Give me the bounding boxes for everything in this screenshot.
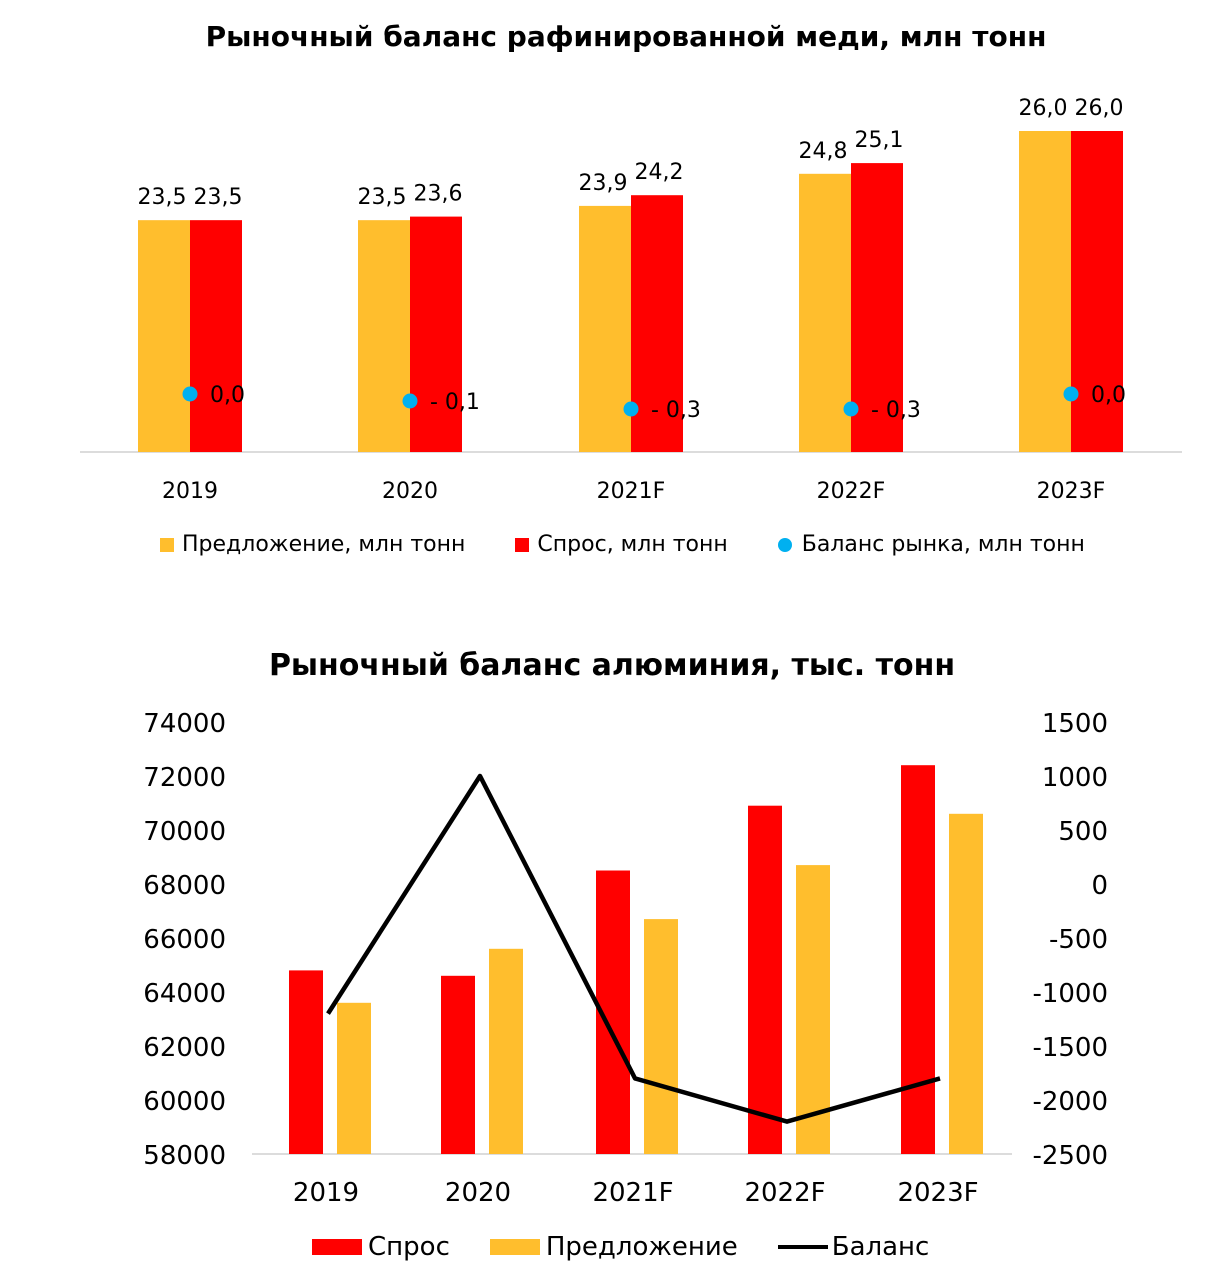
copper-demand-label: 24,2 [635,160,684,185]
aluminium-right-tick-label: 1500 [1042,709,1108,739]
aluminium-right-tick-label: -2000 [1032,1087,1108,1117]
copper-balance-label: 0,0 [210,383,245,408]
copper-supply-bar [138,220,190,452]
copper-supply-label: 23,5 [358,185,407,210]
aluminium-chart-title: Рыночный баланс алюминия, тыс. тонн [268,648,956,683]
aluminium-legend: Спрос Предложение Баланс [312,1232,929,1262]
aluminium-category-label: 2019 [293,1178,359,1208]
legend2-swatch-demand [312,1239,362,1255]
aluminium-category-label: 2020 [445,1178,511,1208]
copper-demand-bar [1071,131,1123,452]
aluminium-right-tick-label: 1000 [1042,763,1108,793]
copper-demand-label: 23,6 [414,182,463,207]
aluminium-supply-bar [489,948,523,1154]
aluminium-supply-bar [796,865,830,1154]
copper-balance-label: - 0,1 [430,390,480,415]
aluminium-right-tick-label: 500 [1058,817,1108,847]
legend-label-balance: Баланс рынка, млн тонн [801,532,1085,557]
aluminium-left-tick-label: 70000 [143,817,226,847]
aluminium-right-tick-label: -500 [1049,925,1108,955]
legend2-label-demand: Спрос [368,1232,450,1262]
legend2-swatch-balance [777,1245,828,1249]
copper-category-label: 2019 [162,479,218,504]
copper-balance-label: 0,0 [1091,383,1126,408]
legend-item-balance: Баланс рынка, млн тонн [777,532,1085,557]
copper-balance-dot [402,393,418,409]
copper-supply-label: 24,8 [799,139,848,164]
copper-balance-dot [182,386,198,402]
legend-item-demand: Спрос, млн тонн [515,532,728,557]
aluminium-demand-bar [289,970,323,1154]
legend-item-supply: Предложение, млн тонн [160,532,465,557]
legend-swatch-balance [777,537,792,552]
copper-supply-label: 26,0 [1019,96,1068,121]
aluminium-category-label: 2023F [897,1178,978,1208]
copper-supply-bar [799,173,851,453]
copper-category-label: 2020 [382,479,438,504]
copper-balance-dot [1063,386,1079,402]
copper-demand-bar [410,216,462,452]
aluminium-left-tick-label: 64000 [143,979,226,1009]
legend-label-supply: Предложение, млн тонн [182,532,466,557]
aluminium-left-tick-label: 58000 [143,1141,226,1171]
legend2-item-balance: Баланс [777,1232,930,1262]
copper-supply-label: 23,9 [579,171,628,196]
aluminium-left-tick-label: 60000 [143,1087,226,1117]
aluminium-left-tick-label: 74000 [143,709,226,739]
legend2-item-supply: Предложение [489,1232,738,1262]
aluminium-supply-bar [949,813,983,1154]
copper-category-label: 2021F [597,479,666,504]
aluminium-right-tick-label: -2500 [1032,1141,1108,1171]
copper-demand-bar [851,163,903,452]
aluminium-demand-bar [748,805,782,1154]
aluminium-left-tick-label: 62000 [143,1033,226,1063]
copper-category-label: 2023F [1037,479,1106,504]
copper-supply-bar [1019,131,1071,452]
legend-swatch-demand [515,537,530,552]
legend2-swatch-supply [489,1239,540,1255]
aluminium-right-tick-label: -1000 [1032,979,1108,1009]
aluminium-supply-bar [337,1002,371,1154]
legend-label-demand: Спрос, млн тонн [537,532,728,557]
copper-supply-label: 23,5 [138,185,187,210]
legend2-item-demand: Спрос [312,1232,450,1262]
copper-legend: Предложение, млн тонн Спрос, млн тонн Ба… [160,532,1135,557]
aluminium-balance-line [326,773,941,1124]
aluminium-category-label: 2022F [744,1178,825,1208]
copper-demand-label: 25,1 [855,128,904,153]
legend-swatch-supply [160,537,174,552]
copper-supply-bar [358,220,410,452]
copper-demand-bar [631,195,683,452]
aluminium-right-tick-label: -1500 [1032,1033,1108,1063]
aluminium-supply-bar [644,919,678,1154]
copper-category-label: 2022F [817,479,886,504]
aluminium-demand-bar [441,975,475,1154]
copper-balance-dot [843,401,859,417]
aluminium-demand-bar [901,765,935,1154]
aluminium-left-tick-label: 68000 [143,871,226,901]
copper-balance-label: - 0,3 [651,398,701,423]
copper-chart-title: Рыночный баланс рафинированной меди, млн… [205,20,1047,53]
copper-balance-label: - 0,3 [871,398,921,423]
copper-demand-label: 23,5 [194,185,243,210]
legend2-label-supply: Предложение [545,1232,738,1262]
aluminium-right-tick-label: 0 [1091,871,1108,901]
copper-supply-bar [579,205,631,452]
aluminium-category-label: 2021F [592,1178,673,1208]
copper-balance-dot [623,401,639,417]
aluminium-left-tick-label: 66000 [143,925,226,955]
copper-demand-label: 26,0 [1075,96,1124,121]
legend2-label-balance: Баланс [831,1232,930,1262]
aluminium-left-tick-label: 72000 [143,763,226,793]
copper-demand-bar [190,220,242,452]
